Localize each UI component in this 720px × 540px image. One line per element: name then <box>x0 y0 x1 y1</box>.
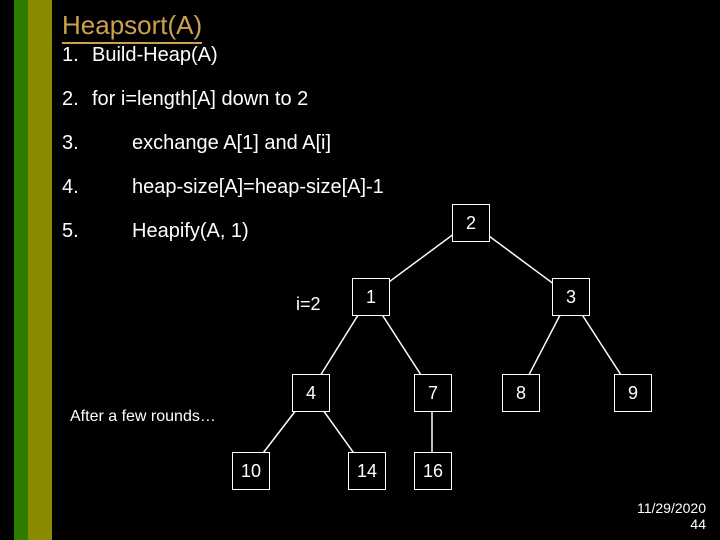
slide: Heapsort(A) 1.Build-Heap(A)2.for i=lengt… <box>0 0 720 540</box>
tree-node: 14 <box>348 452 386 490</box>
tree-edge <box>528 312 561 376</box>
tree-edge <box>261 406 299 455</box>
tree-node: 3 <box>552 278 590 316</box>
tree-node: 2 <box>452 204 490 242</box>
tree-edge <box>484 233 555 286</box>
tree-node: 10 <box>232 452 270 490</box>
tree-edge <box>320 311 361 376</box>
tree-edge <box>320 407 355 456</box>
tree-node: 4 <box>292 374 330 412</box>
tree-node: 9 <box>614 374 652 412</box>
tree-edge <box>384 233 455 286</box>
tree-edge <box>380 311 422 377</box>
tree-edge <box>580 311 622 377</box>
tree-node: 7 <box>414 374 452 412</box>
footer-date: 11/29/2020 <box>637 500 706 516</box>
footer-page: 44 <box>690 516 706 532</box>
tree-node: 16 <box>414 452 452 490</box>
tree-node: 8 <box>502 374 540 412</box>
tree-node: 1 <box>352 278 390 316</box>
